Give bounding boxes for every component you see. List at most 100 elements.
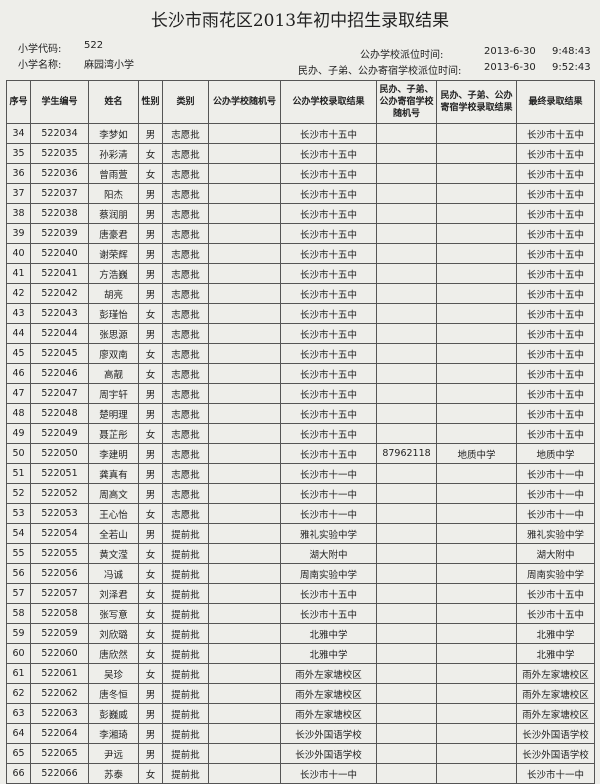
table-cell: 长沙市十五中 xyxy=(280,163,377,184)
table-cell: 北雅中学 xyxy=(516,643,595,664)
table-cell: 雨外左家塘校区 xyxy=(516,683,595,704)
table-cell xyxy=(376,323,437,344)
table-cell: 周南实验中学 xyxy=(516,563,595,584)
table-row: 55 522055 黄文滢女提前批 湖大附中 湖大附中 xyxy=(6,543,595,564)
table-cell: 522057 xyxy=(30,583,89,604)
table-cell: 522064 xyxy=(30,723,89,744)
table-cell: 男 xyxy=(138,223,163,244)
table-cell: 长沙市十五中 xyxy=(280,303,377,324)
table-cell: 长沙市十一中 xyxy=(280,763,377,784)
table-cell: 张写意 xyxy=(88,603,139,624)
table-cell: 女 xyxy=(138,143,163,164)
table-cell: 龚真有 xyxy=(88,463,139,484)
table-cell: 志愿批 xyxy=(162,323,209,344)
table-cell: 长沙市十五中 xyxy=(280,123,377,144)
table-cell: 周宇轩 xyxy=(88,383,139,404)
table-cell: 提前批 xyxy=(162,583,209,604)
table-cell: 提前批 xyxy=(162,703,209,724)
column-header: 公办学校随机号 xyxy=(208,80,281,124)
table-cell: 长沙市十五中 xyxy=(516,323,595,344)
table-cell: 女 xyxy=(138,303,163,324)
table-cell: 湖大附中 xyxy=(516,543,595,564)
table-cell: 62 xyxy=(6,683,31,704)
table-cell: 522038 xyxy=(30,203,89,224)
table-cell: 522058 xyxy=(30,603,89,624)
table-cell xyxy=(436,583,517,604)
table-cell: 46 xyxy=(6,363,31,384)
table-row: 53 522053 王心怡女志愿批 长沙市十一中 长沙市十一中 xyxy=(6,503,595,524)
table-cell xyxy=(436,463,517,484)
table-cell: 提前批 xyxy=(162,603,209,624)
table-cell: 61 xyxy=(6,663,31,684)
table-cell: 522053 xyxy=(30,503,89,524)
table-cell xyxy=(208,483,281,504)
table-cell: 长沙市十五中 xyxy=(516,243,595,264)
table-cell: 雨外左家塘校区 xyxy=(280,683,377,704)
table-cell: 长沙市十五中 xyxy=(516,283,595,304)
table-cell: 提前批 xyxy=(162,623,209,644)
table-cell: 长沙市十五中 xyxy=(516,343,595,364)
table-cell: 长沙市十五中 xyxy=(516,303,595,324)
table-row: 52 522052 周高文男志愿批 长沙市十一中 长沙市十一中 xyxy=(6,483,595,504)
table-cell: 522062 xyxy=(30,683,89,704)
table-cell: 男 xyxy=(138,683,163,704)
table-cell xyxy=(436,483,517,504)
table-cell: 65 xyxy=(6,743,31,764)
table-cell: 34 xyxy=(6,123,31,144)
table-cell xyxy=(208,743,281,764)
table-row: 48 522048 楚明理男志愿批 长沙市十五中 长沙市十五中 xyxy=(6,403,595,424)
table-cell xyxy=(208,763,281,784)
table-cell: 阳杰 xyxy=(88,183,139,204)
table-row: 46 522046 高靓女志愿批 长沙市十五中 长沙市十五中 xyxy=(6,363,595,384)
table-cell xyxy=(376,223,437,244)
table-cell: 长沙市十五中 xyxy=(516,163,595,184)
table-cell: 45 xyxy=(6,343,31,364)
table-cell: 胡亮 xyxy=(88,283,139,304)
info-value: 9:52:43 xyxy=(552,62,591,73)
table-cell: 地质中学 xyxy=(436,443,517,464)
table-cell: 冯诚 xyxy=(88,563,139,584)
table-cell: 长沙市十五中 xyxy=(516,383,595,404)
table-cell: 522043 xyxy=(30,303,89,324)
table-cell: 提前批 xyxy=(162,643,209,664)
table-cell: 楚明理 xyxy=(88,403,139,424)
table-cell xyxy=(436,683,517,704)
table-cell: 长沙外国语学校 xyxy=(280,743,377,764)
table-cell xyxy=(376,483,437,504)
table-cell xyxy=(376,403,437,424)
table-cell: 47 xyxy=(6,383,31,404)
table-cell: 522040 xyxy=(30,243,89,264)
table-row: 49 522049 聂芷彤女志愿批 长沙市十五中 长沙市十五中 xyxy=(6,423,595,444)
table-row: 61 522061 吴珍女提前批 雨外左家塘校区 雨外左家塘校区 xyxy=(6,663,595,684)
table-row: 65 522065 尹远男提前批 长沙外国语学校 长沙外国语学校 xyxy=(6,743,595,764)
table-cell: 彭巍威 xyxy=(88,703,139,724)
table-cell: 51 xyxy=(6,463,31,484)
table-cell xyxy=(376,703,437,724)
table-cell: 地质中学 xyxy=(516,443,595,464)
table-cell: 66 xyxy=(6,763,31,784)
table-cell: 男 xyxy=(138,183,163,204)
table-cell: 男 xyxy=(138,383,163,404)
table-cell: 男 xyxy=(138,463,163,484)
results-table: 序号 学生编号 姓名 性别 类别 公办学校随机号 公办学校录取结果 民办、子弟、公办寄宿学校随… xyxy=(6,80,595,784)
table-cell: 全若山 xyxy=(88,523,139,544)
table-cell: 522051 xyxy=(30,463,89,484)
column-header: 姓名 xyxy=(88,80,139,124)
table-row: 43 522043 彭瑾怡女志愿批 长沙市十五中 长沙市十五中 xyxy=(6,303,595,324)
table-cell: 男 xyxy=(138,523,163,544)
table-cell: 男 xyxy=(138,743,163,764)
table-cell: 志愿批 xyxy=(162,223,209,244)
table-cell: 522039 xyxy=(30,223,89,244)
table-cell: 男 xyxy=(138,443,163,464)
table-cell: 57 xyxy=(6,583,31,604)
table-row: 64 522064 李湘琦男提前批 长沙外国语学校 长沙外国语学校 xyxy=(6,723,595,744)
table-cell: 522037 xyxy=(30,183,89,204)
table-cell: 长沙外国语学校 xyxy=(516,743,595,764)
table-cell: 长沙市十一中 xyxy=(280,463,377,484)
table-cell: 长沙市十五中 xyxy=(280,343,377,364)
table-cell xyxy=(436,283,517,304)
table-cell xyxy=(436,383,517,404)
table-cell xyxy=(376,383,437,404)
table-cell xyxy=(436,643,517,664)
table-cell: 长沙市十五中 xyxy=(280,323,377,344)
